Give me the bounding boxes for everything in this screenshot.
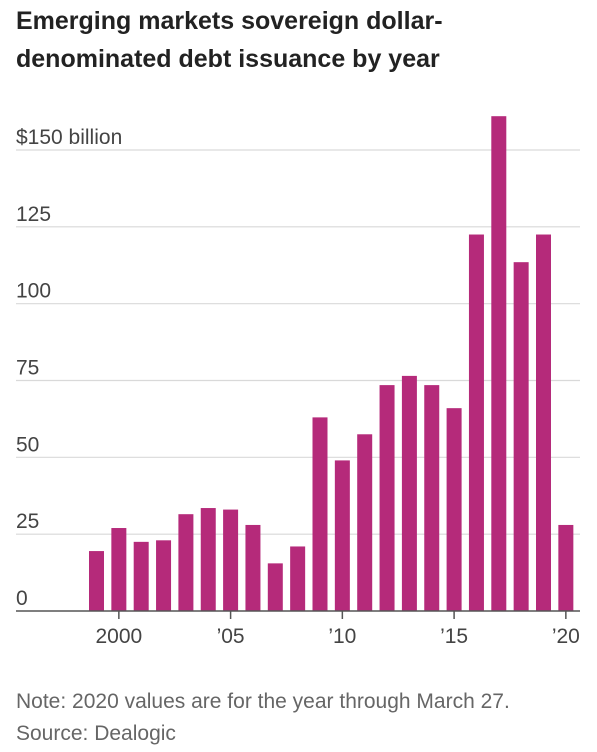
bar-2017: [491, 116, 507, 612]
bar-2019: [536, 234, 551, 611]
bar-2004: [200, 508, 216, 611]
y-tick-label: 125: [16, 203, 51, 226]
x-tick-label: ’15: [440, 625, 468, 648]
bar-2010: [334, 460, 350, 611]
bar-2013: [401, 375, 417, 611]
y-axis-labels: $150 billion 125 100 75 50 25 0: [16, 126, 122, 610]
y-tick-label: $150 billion: [16, 126, 122, 149]
y-tick-label: 25: [16, 510, 39, 533]
bar-2003: [178, 514, 194, 611]
source-text: Source: Dealogic: [16, 722, 176, 745]
bar-2006: [245, 524, 261, 611]
y-tick-label: 75: [16, 357, 39, 380]
bar-2012: [379, 385, 395, 611]
bar-2014: [424, 385, 440, 611]
chart-title: Emerging markets sovereign dollar-denomi…: [16, 7, 443, 73]
bar-1999: [89, 551, 104, 611]
y-tick-label: 100: [16, 280, 51, 303]
x-tick-label: ’10: [328, 625, 356, 648]
bars: [89, 116, 574, 612]
bar-2008: [290, 546, 306, 611]
y-tick-label: 0: [16, 587, 28, 610]
chart-footnote: Note: 2020 values are for the year throu…: [16, 686, 510, 750]
y-tick-label: 50: [16, 433, 39, 456]
bar-2015: [446, 408, 462, 611]
bar-2002: [156, 540, 172, 611]
x-tick-label: 2000: [95, 625, 142, 648]
bar-2018: [513, 262, 529, 611]
bar-2009: [312, 417, 328, 611]
bar-2016: [468, 234, 484, 611]
bar-2020: [558, 524, 574, 611]
x-tick-label: ’20: [552, 625, 580, 648]
x-axis: [16, 610, 580, 619]
bar-2000: [111, 528, 127, 611]
bar-2007: [267, 563, 283, 611]
x-tick-label: ’05: [217, 625, 245, 648]
gridlines: [16, 149, 580, 535]
x-axis-labels: 2000 ’05 ’10 ’15 ’20: [95, 625, 579, 648]
note-text: Note: 2020 values are for the year throu…: [16, 690, 510, 713]
bar-2001: [133, 541, 149, 611]
bar-2011: [357, 434, 373, 611]
bar-2005: [223, 509, 239, 611]
